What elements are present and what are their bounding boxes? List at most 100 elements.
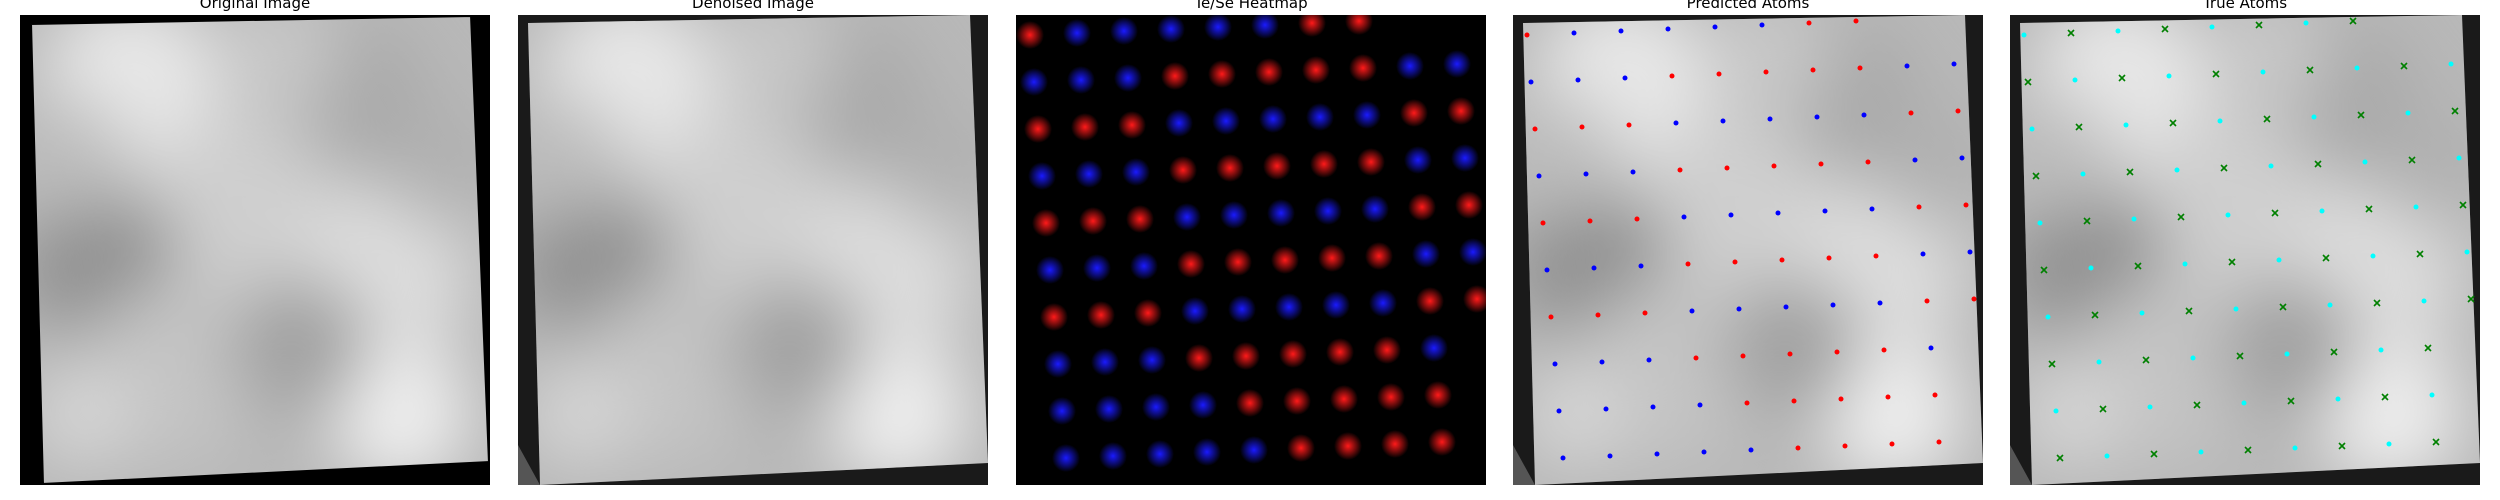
true-se-atom xyxy=(2349,17,2357,25)
panel-title-predicted: Predicted Atoms xyxy=(1686,0,1810,12)
true-se-atom xyxy=(2048,360,2056,368)
heat-spot xyxy=(1318,244,1346,272)
true-se-atom xyxy=(2040,266,2048,274)
heat-spot xyxy=(1087,301,1115,329)
true-te-atom xyxy=(2037,220,2043,226)
image-content xyxy=(528,15,988,485)
true-te-atom xyxy=(2053,408,2059,414)
true-se-atom xyxy=(2161,25,2169,33)
heat-spot xyxy=(1134,299,1162,327)
predicted-se-atom xyxy=(1556,408,1562,414)
true-se-atom xyxy=(2314,160,2322,168)
predicted-te-atom xyxy=(1642,310,1648,316)
predicted-se-atom xyxy=(1528,79,1534,85)
true-se-atom xyxy=(2091,311,2099,319)
true-se-atom xyxy=(2083,217,2091,225)
true-te-atom xyxy=(2284,351,2290,357)
true-te-atom xyxy=(2147,404,2153,410)
true-te-atom xyxy=(2421,298,2427,304)
heat-spot xyxy=(1138,346,1166,374)
predicted-te-atom xyxy=(1744,400,1750,406)
heat-spot xyxy=(1377,383,1405,411)
true-te-atom xyxy=(2311,114,2317,120)
predicted-se-atom xyxy=(1583,171,1589,177)
heat-spot xyxy=(1373,336,1401,364)
predicted-te-atom xyxy=(1963,202,1969,208)
predicted-se-atom xyxy=(1665,26,1671,32)
predicted-te-atom xyxy=(1838,396,1844,402)
heat-spot xyxy=(1447,97,1475,125)
predicted-se-atom xyxy=(1689,308,1695,314)
true-te-atom xyxy=(2182,261,2188,267)
heat-spot xyxy=(1071,113,1099,141)
predicted-se-atom xyxy=(1552,361,1558,367)
true-se-atom xyxy=(2228,258,2236,266)
true-te-atom xyxy=(2029,126,2035,132)
predicted-se-atom xyxy=(1650,404,1656,410)
heat-spot xyxy=(1079,207,1107,235)
predicted-te-atom xyxy=(1853,18,1859,24)
heat-spot xyxy=(1259,105,1287,133)
true-te-atom xyxy=(2217,118,2223,124)
panel-title-denoised: Denoised Image xyxy=(692,0,814,12)
true-se-atom xyxy=(2177,213,2185,221)
denoised-image xyxy=(518,15,988,485)
true-se-atom xyxy=(2338,442,2346,450)
heat-spot xyxy=(1396,52,1424,80)
predicted-se-atom xyxy=(1603,406,1609,412)
predicted-se-atom xyxy=(1701,449,1707,455)
predicted-se-atom xyxy=(1912,157,1918,163)
true-se-atom xyxy=(2381,393,2389,401)
true-te-atom xyxy=(2233,306,2239,312)
true-te-atom xyxy=(2072,77,2078,83)
true-se-atom xyxy=(2432,438,2440,446)
predicted-te-atom xyxy=(1685,261,1691,267)
predicted-se-atom xyxy=(1630,169,1636,175)
predicted-se-atom xyxy=(1728,212,1734,218)
true-se-atom xyxy=(2373,299,2381,307)
heat-spot xyxy=(1240,436,1268,464)
heat-spot xyxy=(1122,158,1150,186)
heat-spot xyxy=(1424,381,1452,409)
heat-spot xyxy=(1271,246,1299,274)
predicted-se-atom xyxy=(1736,306,1742,312)
heat-spot xyxy=(1036,256,1064,284)
true-te-atom xyxy=(2429,392,2435,398)
true-se-atom xyxy=(2056,454,2064,462)
predicted-se-atom xyxy=(1920,251,1926,257)
heat-spot xyxy=(1361,195,1389,223)
true-se-atom xyxy=(2244,446,2252,454)
heat-spot xyxy=(1048,397,1076,425)
heat-spot xyxy=(1204,15,1232,41)
heat-spot xyxy=(1083,254,1111,282)
true-te-atom xyxy=(2378,347,2384,353)
true-se-atom xyxy=(2236,352,2244,360)
true-se-atom xyxy=(2263,115,2271,123)
true-te-atom xyxy=(2104,453,2110,459)
heat-spot xyxy=(1067,66,1095,94)
true-se-atom xyxy=(2467,295,2475,303)
heat-spot xyxy=(1310,150,1338,178)
heat-spot xyxy=(1114,64,1142,92)
heat-spot xyxy=(1216,154,1244,182)
true-se-atom xyxy=(2193,401,2201,409)
heat-spot xyxy=(1063,19,1091,47)
predicted-se-atom xyxy=(1877,300,1883,306)
true-se-atom xyxy=(2024,78,2032,86)
predicted-te-atom xyxy=(1532,126,1538,132)
true-se-atom xyxy=(2118,74,2126,82)
heat-spot xyxy=(1287,434,1315,462)
true-se-atom xyxy=(2306,66,2314,74)
heat-spot xyxy=(1161,62,1189,90)
heat-spot xyxy=(1208,60,1236,88)
true-te-atom xyxy=(2335,396,2341,402)
heat-spot xyxy=(1044,350,1072,378)
predicted-te-atom xyxy=(1806,20,1812,26)
true-te-atom xyxy=(2370,253,2376,259)
heat-spot xyxy=(1169,156,1197,184)
predicted-se-atom xyxy=(1575,77,1581,83)
heat-spot xyxy=(1177,250,1205,278)
true-se-atom xyxy=(2424,344,2432,352)
true-se-atom xyxy=(2220,164,2228,172)
heat-spot xyxy=(1224,248,1252,276)
